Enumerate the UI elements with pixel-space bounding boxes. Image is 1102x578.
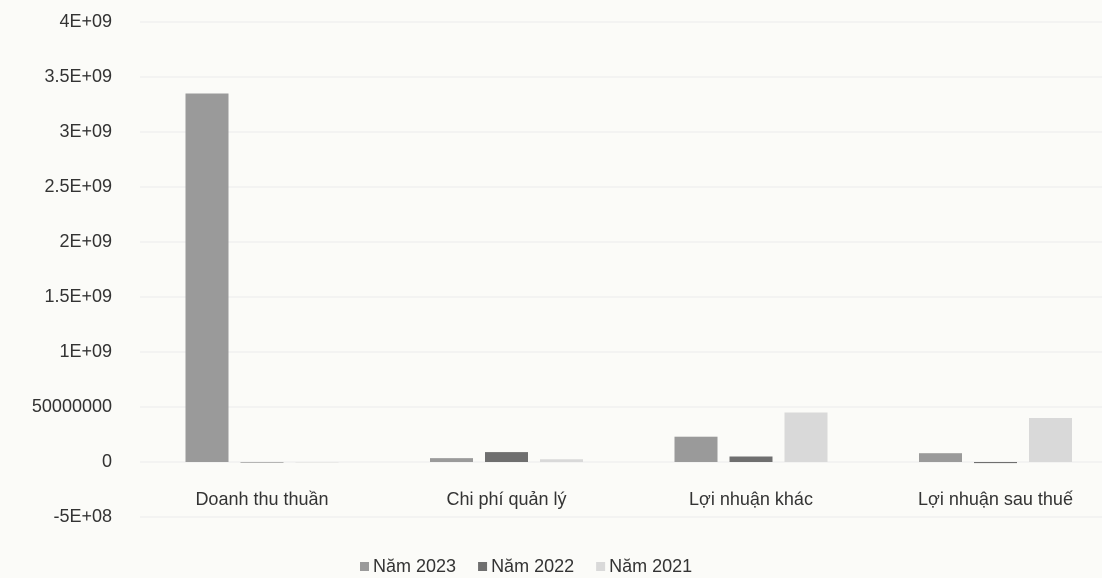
legend-label: Năm 2023 bbox=[373, 556, 456, 576]
x-tick-label: Chi phí quản lý bbox=[446, 489, 566, 509]
bar bbox=[485, 452, 528, 462]
legend-label: Năm 2022 bbox=[491, 556, 574, 576]
y-tick-label: 3.5E+09 bbox=[44, 66, 112, 86]
bar bbox=[240, 462, 284, 463]
y-tick-label: 0 bbox=[102, 451, 112, 471]
bar bbox=[974, 462, 1017, 464]
bar bbox=[919, 453, 962, 462]
x-tick-label: Doanh thu thuần bbox=[195, 489, 328, 509]
y-tick-label: 1.5E+09 bbox=[44, 286, 112, 306]
y-tick-label: 2.5E+09 bbox=[44, 176, 112, 196]
x-tick-label: Lợi nhuận khác bbox=[689, 489, 813, 509]
legend-label: Năm 2021 bbox=[609, 556, 692, 576]
bar bbox=[674, 436, 718, 462]
bar bbox=[729, 456, 773, 462]
y-tick-label: 2E+09 bbox=[59, 231, 112, 251]
bar bbox=[784, 412, 828, 462]
bar bbox=[430, 458, 473, 462]
y-tick-label: 1E+09 bbox=[59, 341, 112, 361]
bar bbox=[1029, 418, 1072, 462]
bar bbox=[540, 459, 583, 462]
legend-swatch bbox=[596, 562, 606, 571]
legend-swatch bbox=[360, 562, 369, 571]
y-tick-label: 3E+09 bbox=[59, 121, 112, 141]
bar bbox=[295, 462, 339, 463]
legend-swatch bbox=[478, 562, 488, 571]
x-tick-label: Lợi nhuận sau thuế bbox=[918, 489, 1073, 509]
bar bbox=[185, 93, 229, 462]
y-tick-label: -5E+08 bbox=[53, 506, 112, 526]
y-tick-label: 4E+09 bbox=[59, 11, 112, 31]
y-tick-label: 50000000 bbox=[32, 396, 112, 416]
